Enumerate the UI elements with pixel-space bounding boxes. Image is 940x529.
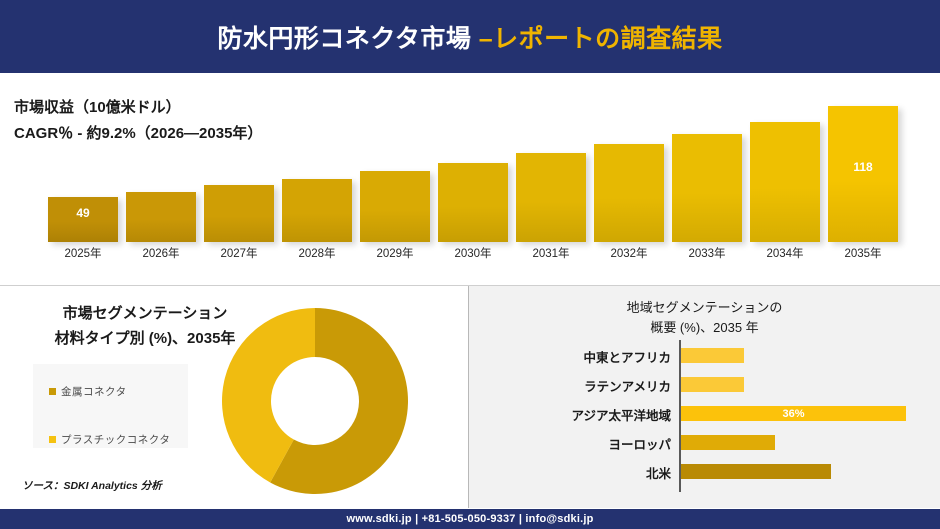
page-title: 防水円形コネクタ市場 –レポートの調査結果 <box>217 19 722 55</box>
region-bar[interactable] <box>681 348 744 363</box>
year-bar <box>48 197 118 242</box>
year-bar-group: 2034年 <box>750 92 820 260</box>
material-segmentation-title-line2: 材料タイプ別 (%)、2035年 <box>54 329 236 347</box>
legend-label: 金属コネクタ <box>61 386 127 398</box>
regional-axis-line <box>679 340 681 492</box>
region-row: ラテンアメリカ <box>469 372 940 398</box>
year-bar-value: 118 <box>853 160 873 174</box>
material-segmentation-title: 市場セグメンテーション 材料タイプ別 (%)、2035年 <box>30 302 260 352</box>
region-label: 中東とアフリカ <box>583 350 671 365</box>
legend-item[interactable]: プラスチックコネクタ <box>49 426 188 453</box>
material-segmentation-legend: 金属コネクタプラスチックコネクタ <box>33 364 188 448</box>
regional-segmentation-title: 地域セグメンテーションの 概要 (%)、2035 年 <box>469 298 940 337</box>
regional-segmentation-title-line2: 概要 (%)、2035 年 <box>650 319 759 335</box>
region-label: アジア太平洋地域 <box>571 408 671 423</box>
region-row: ヨーロッパ <box>469 430 940 456</box>
region-row: 北米 <box>469 459 940 485</box>
horizontal-divider <box>0 285 940 286</box>
year-bar-group: 2026年 <box>126 92 196 260</box>
material-segmentation-donut-chart <box>215 306 415 496</box>
year-bar-group: 118 2035年 <box>828 92 898 260</box>
regional-segmentation-title-line1: 地域セグメンテーションの <box>626 300 783 315</box>
year-axis-label: 2030年 <box>454 248 492 260</box>
year-axis-label: 2032年 <box>610 248 648 260</box>
year-bar-group: 2029年 <box>360 92 430 260</box>
material-segmentation-title-line1: 市場セグメンテーション <box>62 305 228 322</box>
region-label: 北米 <box>645 466 671 481</box>
year-axis-label: 2029年 <box>376 248 414 260</box>
vertical-divider <box>468 286 469 508</box>
year-axis-label: 2035年 <box>844 248 882 260</box>
region-bar-value: 36% <box>782 407 805 420</box>
year-axis-label: 2031年 <box>532 248 570 260</box>
page-header: 防水円形コネクタ市場 –レポートの調査結果 <box>0 0 940 73</box>
regional-segmentation-panel: 地域セグメンテーションの 概要 (%)、2035 年 中東とアフリカ ラテンアメリ… <box>469 286 940 508</box>
legend-swatch-icon <box>49 436 56 443</box>
market-revenue-bar-plot: 49 2025年 2026年 2027年 2028年 2029年 2030年 2031年 203… <box>0 73 940 285</box>
year-bar <box>516 153 586 242</box>
year-bar-group: 2033年 <box>672 92 742 260</box>
region-row: アジア太平洋地域 36% <box>469 401 940 427</box>
year-axis-label: 2028年 <box>298 248 336 260</box>
year-bar <box>204 185 274 242</box>
year-bar <box>594 144 664 242</box>
region-row: 中東とアフリカ <box>469 343 940 369</box>
year-bar <box>672 133 742 242</box>
region-label: ヨーロッパ <box>608 437 671 452</box>
donut-slice[interactable] <box>270 308 408 494</box>
region-bar[interactable] <box>681 435 775 450</box>
region-bar[interactable] <box>681 377 744 392</box>
year-axis-label: 2034年 <box>766 248 804 260</box>
material-segmentation-panel: 市場セグメンテーション 材料タイプ別 (%)、2035年 金属コネクタプラスチッ… <box>0 286 468 508</box>
year-axis-label: 2033年 <box>688 248 726 260</box>
year-bar <box>438 162 508 242</box>
year-bar-group: 2031年 <box>516 92 586 260</box>
legend-swatch-icon <box>49 388 56 395</box>
donut-slice[interactable] <box>222 308 315 483</box>
year-axis-label: 2025年 <box>64 248 102 260</box>
source-note: ソース：SDKI Analytics 分析 <box>22 480 162 492</box>
footer-contact-text: www.sdki.jp | +81-505-050-9337 | info@sd… <box>346 513 594 525</box>
page-title-main: 防水円形コネクタ市場 <box>217 24 479 53</box>
year-bar <box>828 106 898 242</box>
year-bar-value: 49 <box>76 205 90 220</box>
year-bar-group: 2030年 <box>438 92 508 260</box>
year-axis-label: 2027年 <box>220 248 258 260</box>
year-axis-label: 2026年 <box>142 248 180 260</box>
year-bar-group: 49 2025年 <box>48 92 118 260</box>
market-revenue-heading-line1: 市場収益（10億米ドル） <box>14 99 181 116</box>
year-bar-group: 2028年 <box>282 92 352 260</box>
year-bar-group: 2032年 <box>594 92 664 260</box>
donut-svg <box>222 308 408 494</box>
year-bar <box>126 191 196 242</box>
year-bar <box>282 178 352 242</box>
market-revenue-heading-line2: CAGR％ - 約9.2%（2026―2035年） <box>14 125 263 143</box>
region-label: ラテンアメリカ <box>584 379 671 394</box>
market-revenue-chart-panel: 市場収益（10億米ドル） CAGR％ - 約9.2%（2026―2035年） 4… <box>0 73 940 285</box>
page-title-accent: –レポートの調査結果 <box>478 24 723 53</box>
region-bar[interactable] <box>681 406 906 421</box>
regional-bar-plot: 中東とアフリカ ラテンアメリカアジア太平洋地域 36% ヨーロッパ北米 <box>469 340 940 498</box>
year-bar-group: 2027年 <box>204 92 274 260</box>
legend-item[interactable]: 金属コネクタ <box>49 378 188 405</box>
year-bar <box>360 170 430 242</box>
market-revenue-heading: 市場収益（10億米ドル） CAGR％ - 約9.2%（2026―2035年） <box>14 95 262 148</box>
year-bar <box>750 121 820 242</box>
legend-label: プラスチックコネクタ <box>61 434 171 446</box>
region-bar[interactable] <box>681 464 831 479</box>
page-footer: www.sdki.jp | +81-505-050-9337 | info@sd… <box>0 509 940 529</box>
